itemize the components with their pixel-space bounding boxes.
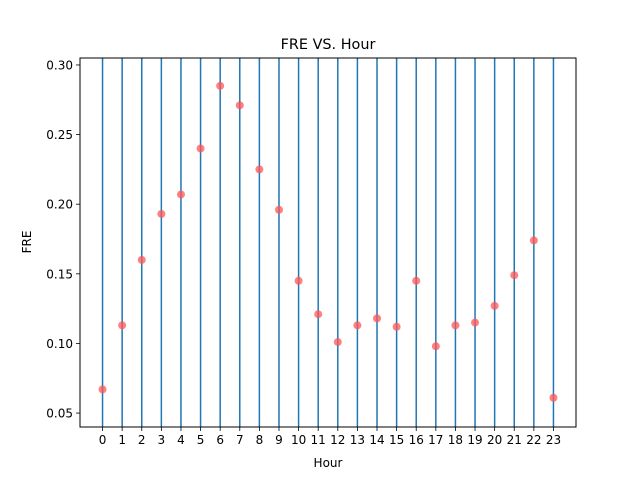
y-ticks-group: 0.05 0.10 0.15 0.20 0.25 0.30 [46, 58, 80, 421]
data-point [314, 310, 323, 319]
y-tick-label: 0.10 [46, 337, 73, 351]
x-tick-label: 23 [546, 433, 561, 447]
data-point [235, 101, 244, 110]
x-tick-label: 6 [216, 433, 224, 447]
data-point [255, 165, 264, 174]
data-point [137, 255, 146, 264]
x-tick-label: 12 [330, 433, 345, 447]
vertical-lines-group [101, 58, 555, 427]
data-point [118, 321, 127, 330]
data-point [412, 276, 421, 285]
data-point [353, 321, 362, 330]
data-point [471, 318, 480, 327]
x-ticks-group: 0 1 2 3 4 5 6 7 8 9 10 11 12 13 14 15 16 17 18 19 20 21 22 23 [99, 427, 561, 447]
x-tick-label: 15 [389, 433, 404, 447]
y-tick-label: 0.25 [46, 128, 73, 142]
data-point [431, 342, 440, 351]
y-axis-label: FRE [20, 231, 34, 254]
x-tick-label: 22 [526, 433, 541, 447]
data-point [157, 209, 166, 218]
data-point [216, 81, 225, 90]
x-tick-label: 17 [428, 433, 443, 447]
data-point [549, 393, 558, 402]
x-tick-label: 19 [467, 433, 482, 447]
data-point [176, 190, 185, 199]
x-axis-label: Hour [314, 456, 343, 470]
x-tick-label: 4 [177, 433, 185, 447]
x-tick-label: 0 [99, 433, 107, 447]
y-tick-label: 0.30 [46, 58, 73, 72]
x-tick-label: 11 [311, 433, 326, 447]
x-tick-label: 3 [158, 433, 166, 447]
data-point [333, 338, 342, 347]
x-tick-label: 1 [118, 433, 126, 447]
x-tick-label: 9 [275, 433, 283, 447]
data-point [490, 301, 499, 310]
axes-frame [79, 57, 577, 428]
data-point [196, 144, 205, 153]
x-tick-label: 10 [291, 433, 306, 447]
data-point [451, 321, 460, 330]
x-tick-label: 8 [256, 433, 264, 447]
data-point [392, 322, 401, 331]
data-point [529, 236, 538, 245]
x-tick-label: 14 [369, 433, 384, 447]
data-point [98, 385, 107, 394]
data-point [274, 205, 283, 214]
data-point [510, 271, 519, 280]
data-point [294, 276, 303, 285]
data-points-group [98, 81, 558, 402]
x-tick-label: 5 [197, 433, 205, 447]
x-tick-label: 20 [487, 433, 502, 447]
x-tick-label: 21 [507, 433, 522, 447]
x-tick-label: 2 [138, 433, 146, 447]
data-point [373, 314, 382, 323]
x-tick-label: 13 [350, 433, 365, 447]
chart-title: FRE VS. Hour [281, 37, 376, 53]
x-tick-label: 18 [448, 433, 463, 447]
y-tick-label: 0.15 [46, 267, 73, 281]
x-tick-label: 7 [236, 433, 244, 447]
x-tick-label: 16 [409, 433, 424, 447]
y-tick-label: 0.20 [46, 198, 73, 212]
y-tick-label: 0.05 [46, 407, 73, 421]
